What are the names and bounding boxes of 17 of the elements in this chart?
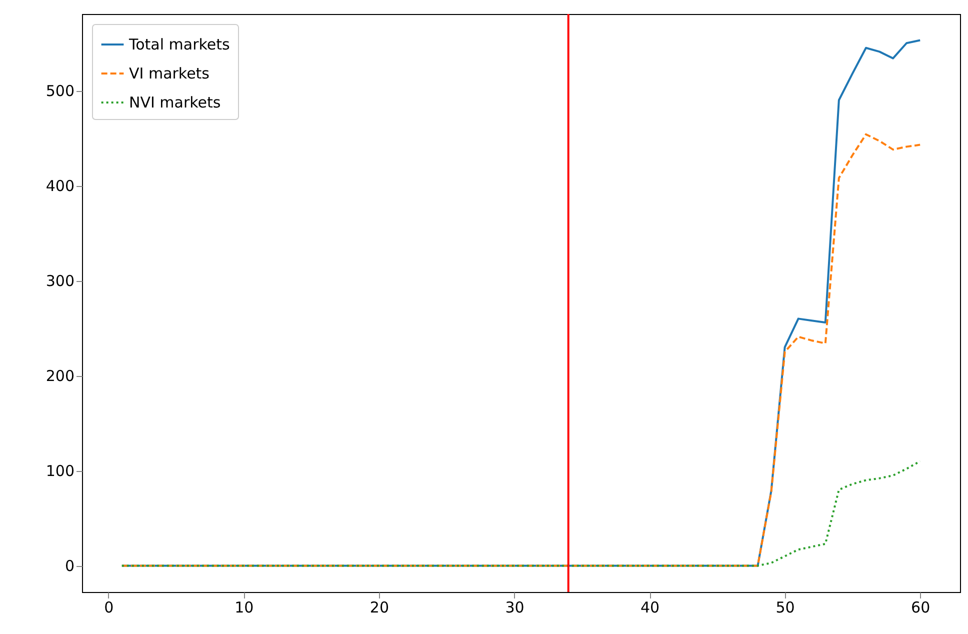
x-tick-label: 60: [911, 598, 930, 616]
x-tick-label: 20: [370, 598, 389, 616]
y-tick-label: 0: [64, 557, 74, 576]
x-tick-label: 50: [776, 598, 795, 616]
y-tick-label: 400: [46, 177, 74, 196]
y-tick-label: 100: [46, 462, 74, 480]
y-tick-label: 200: [46, 367, 74, 386]
y-tick-label: 300: [46, 272, 74, 290]
x-tick-label: 10: [234, 598, 254, 616]
line-series: [120, 460, 922, 567]
legend-label: VI markets: [129, 64, 210, 82]
x-tick-label: 30: [505, 598, 524, 616]
x-tick-label: 40: [640, 598, 660, 616]
y-tick-label: 500: [46, 82, 74, 100]
legend-label: NVI markets: [129, 94, 221, 112]
x-tick-label: 0: [104, 598, 114, 616]
legend-label: Total markets: [128, 36, 230, 54]
